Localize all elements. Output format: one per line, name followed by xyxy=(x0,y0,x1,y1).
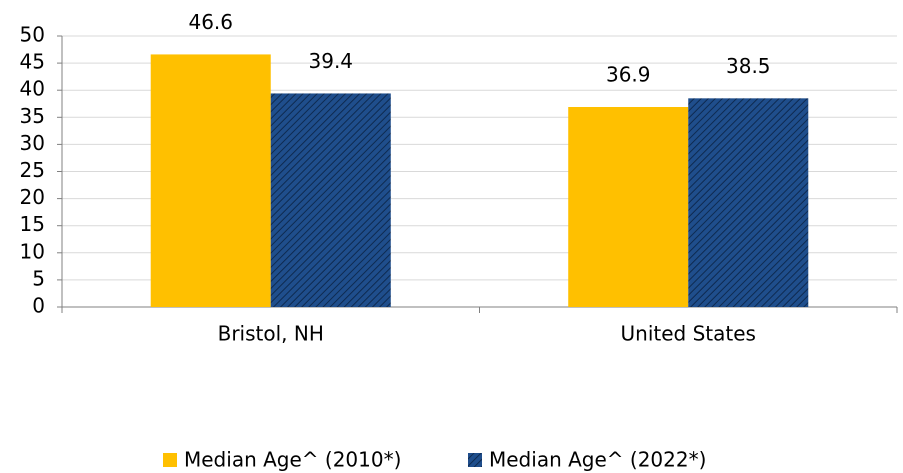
y-tick-label: 15 xyxy=(20,212,45,236)
data-label: 36.9 xyxy=(606,63,651,87)
y-tick-label: 25 xyxy=(20,158,45,182)
legend-swatch xyxy=(468,453,482,467)
bar xyxy=(270,93,391,308)
legend-label: Median Age^ (2010*) xyxy=(184,448,401,472)
y-tick-label: 45 xyxy=(20,50,45,74)
y-tick-label: 30 xyxy=(20,131,45,155)
x-tick-label: Bristol, NH xyxy=(218,322,324,346)
bar xyxy=(150,54,271,307)
y-tick-label: 50 xyxy=(20,23,45,47)
legend-swatch xyxy=(163,453,177,467)
y-tick-label: 35 xyxy=(20,104,45,128)
x-tick-label: United States xyxy=(621,322,756,346)
y-tick-label: 5 xyxy=(32,266,45,290)
y-tick-label: 40 xyxy=(20,77,45,101)
data-label: 38.5 xyxy=(726,54,771,78)
legend-label: Median Age^ (2022*) xyxy=(489,448,706,472)
bar xyxy=(568,107,689,307)
data-label: 46.6 xyxy=(188,10,233,34)
bar xyxy=(688,98,809,307)
y-tick-label: 10 xyxy=(20,239,45,263)
y-tick-label: 0 xyxy=(32,294,45,318)
data-label: 39.4 xyxy=(309,49,354,73)
y-tick-label: 20 xyxy=(20,185,45,209)
